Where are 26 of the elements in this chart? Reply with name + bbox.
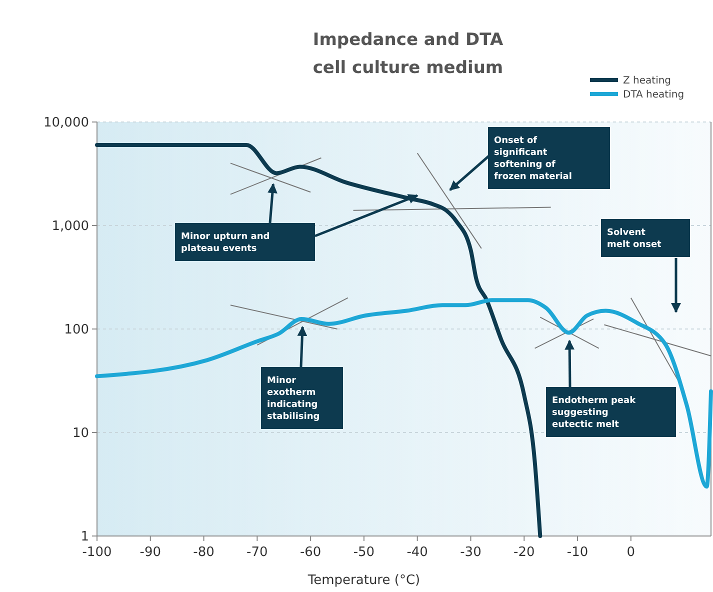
annotation: Endotherm peak suggesting eutectic melt	[552, 396, 637, 430]
line-series	[95, 298, 713, 489]
annotation: Solvent melt onset	[607, 228, 662, 250]
x-tick-label: -60	[300, 545, 322, 560]
x-tick-label: -70	[246, 545, 268, 560]
annotation: Minor exotherm indicating stabilising	[267, 376, 320, 422]
annotation: Minor upturn and plateau events	[181, 232, 270, 254]
x-tick-label: -90	[140, 545, 162, 560]
x-tick-label: 0	[626, 545, 636, 560]
y-tick-label: 1	[80, 530, 89, 545]
x-axis-title: Temperature (°C)	[306, 573, 420, 588]
y-tick-label: 10,000	[44, 116, 89, 131]
x-tick-label: -50	[353, 545, 375, 560]
chart-title: Impedance and DTA cell culture medium	[312, 30, 504, 78]
x-tick-label: -80	[193, 545, 214, 560]
x-tick-label: -40	[406, 545, 428, 560]
y-tick-label: 10	[72, 426, 89, 442]
legend-label: DTA heating	[623, 90, 684, 100]
x-tick-label: -30	[460, 545, 482, 560]
x-tick-label: -20	[514, 545, 535, 560]
annotation: Onset of significant softening of frozen material	[494, 136, 572, 182]
y-tick-label: 100	[64, 322, 89, 338]
legend-label: Z heating	[623, 76, 672, 86]
x-tick-label: -10	[566, 545, 588, 560]
y-tick-label: 1,000	[52, 219, 89, 234]
x-tick-label: -100	[82, 545, 112, 560]
